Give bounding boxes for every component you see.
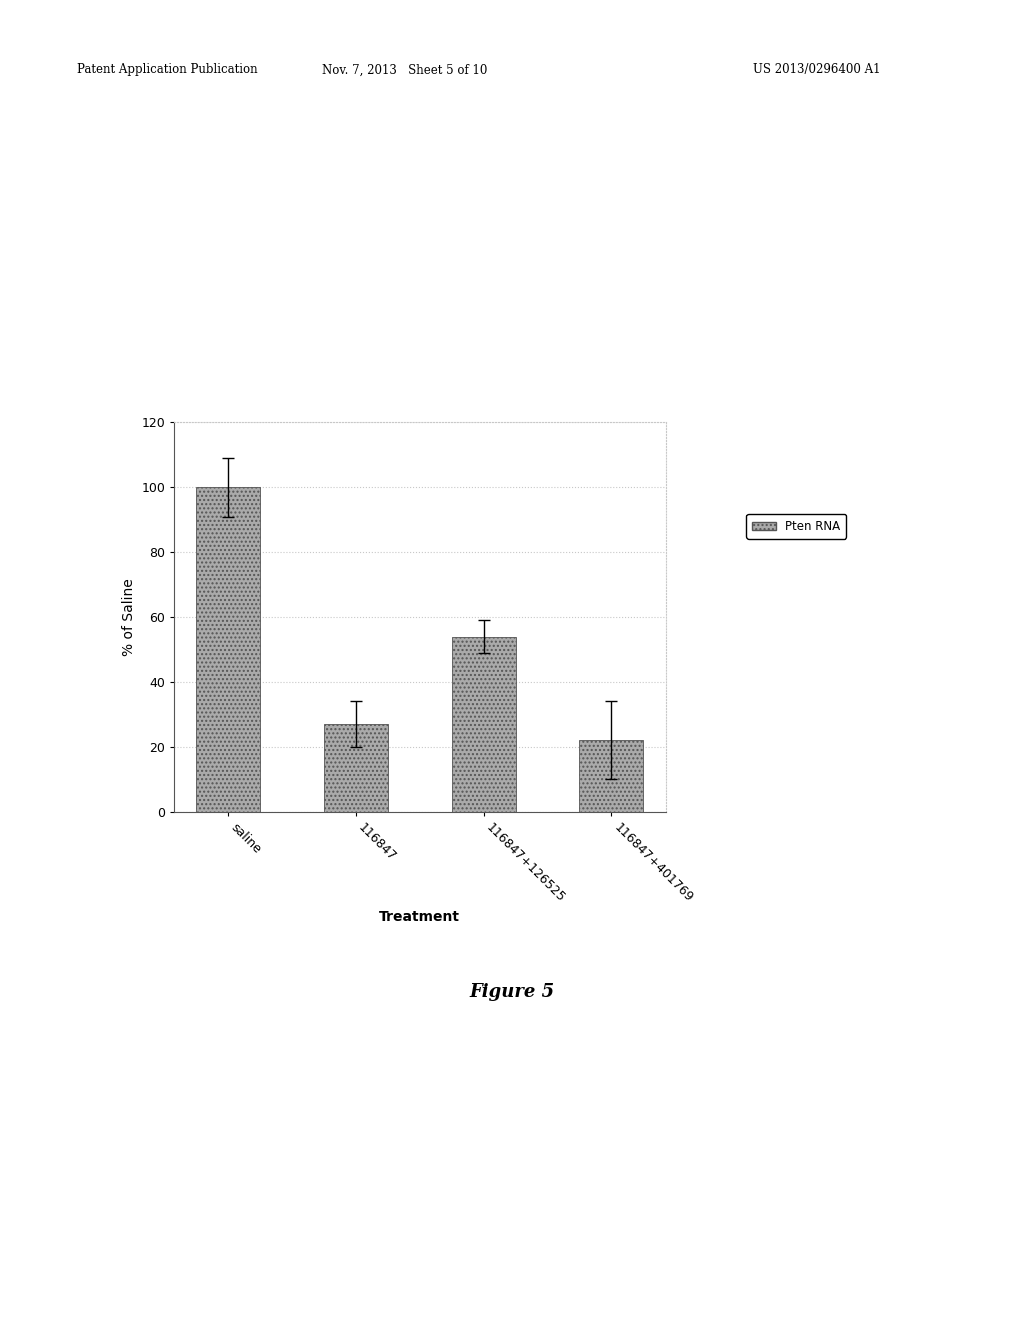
Text: Patent Application Publication: Patent Application Publication [77,63,257,77]
X-axis label: Treatment: Treatment [379,911,461,924]
Bar [580,741,643,812]
Text: Nov. 7, 2013   Sheet 5 of 10: Nov. 7, 2013 Sheet 5 of 10 [322,63,487,77]
Bar [197,487,260,812]
Legend: Pten RNA: Pten RNA [746,513,847,539]
Y-axis label: % of Saline: % of Saline [122,578,135,656]
Text: US 2013/0296400 A1: US 2013/0296400 A1 [753,63,881,77]
Text: Figure 5: Figure 5 [469,982,555,1001]
Bar [324,725,388,812]
Bar [452,636,516,812]
